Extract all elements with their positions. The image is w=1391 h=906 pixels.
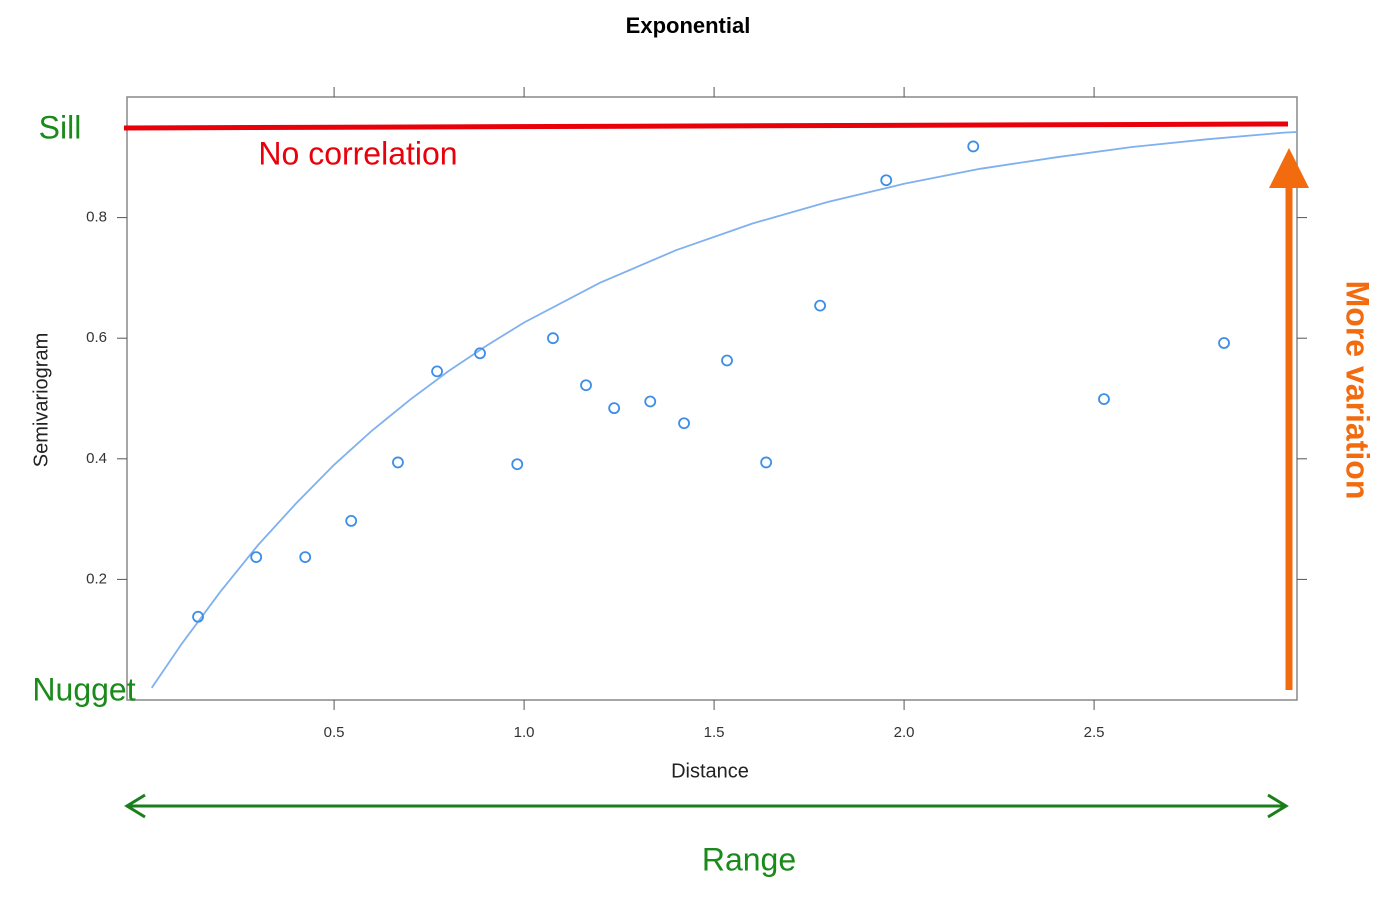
plot-area: 0.5 1.0 1.5 2.0 2.5 0.2 0.4 0.6 0.8 xyxy=(86,87,1307,741)
point xyxy=(608,402,621,415)
range-arrowhead-right xyxy=(1267,793,1289,819)
more-variation-label: More variation xyxy=(1340,281,1376,500)
fitted-curve xyxy=(150,131,1298,689)
no-correlation-label: No correlation xyxy=(258,135,457,171)
y-tick-label: 0.4 xyxy=(86,450,107,467)
x-tick-label: 2.5 xyxy=(1084,724,1105,741)
point xyxy=(814,299,827,312)
y-axis-label: Semivariogram xyxy=(30,333,52,467)
point xyxy=(299,551,312,563)
point xyxy=(880,174,893,187)
point xyxy=(721,354,733,367)
chart-title: Exponential xyxy=(626,13,751,38)
point xyxy=(580,379,592,392)
point xyxy=(511,458,524,471)
point xyxy=(392,456,404,469)
sill-label: Sill xyxy=(39,109,82,145)
point xyxy=(250,551,263,563)
x-tick-label: 1.5 xyxy=(704,724,725,741)
point xyxy=(547,332,559,345)
point xyxy=(192,610,204,623)
point xyxy=(1098,393,1110,406)
y-tick-label: 0.6 xyxy=(86,329,107,346)
sill-line xyxy=(123,121,1289,131)
range-label: Range xyxy=(702,841,796,877)
range-arrowhead-left xyxy=(124,793,146,819)
y-tick-label: 0.2 xyxy=(86,570,107,587)
point xyxy=(431,365,443,378)
point xyxy=(678,417,690,430)
variation-arrowhead xyxy=(1269,148,1309,188)
x-tick-label: 0.5 xyxy=(324,724,345,741)
x-tick-label: 2.0 xyxy=(894,724,915,741)
y-tick-label: 0.8 xyxy=(86,209,107,226)
point xyxy=(760,456,773,469)
point xyxy=(474,347,486,360)
point xyxy=(1218,337,1230,349)
nugget-label: Nugget xyxy=(32,671,135,707)
x-tick-label: 1.0 xyxy=(514,724,535,741)
plot-frame xyxy=(126,96,1298,701)
point xyxy=(345,515,358,527)
point xyxy=(967,140,980,153)
x-axis-label: Distance xyxy=(671,760,749,782)
point xyxy=(644,395,657,408)
